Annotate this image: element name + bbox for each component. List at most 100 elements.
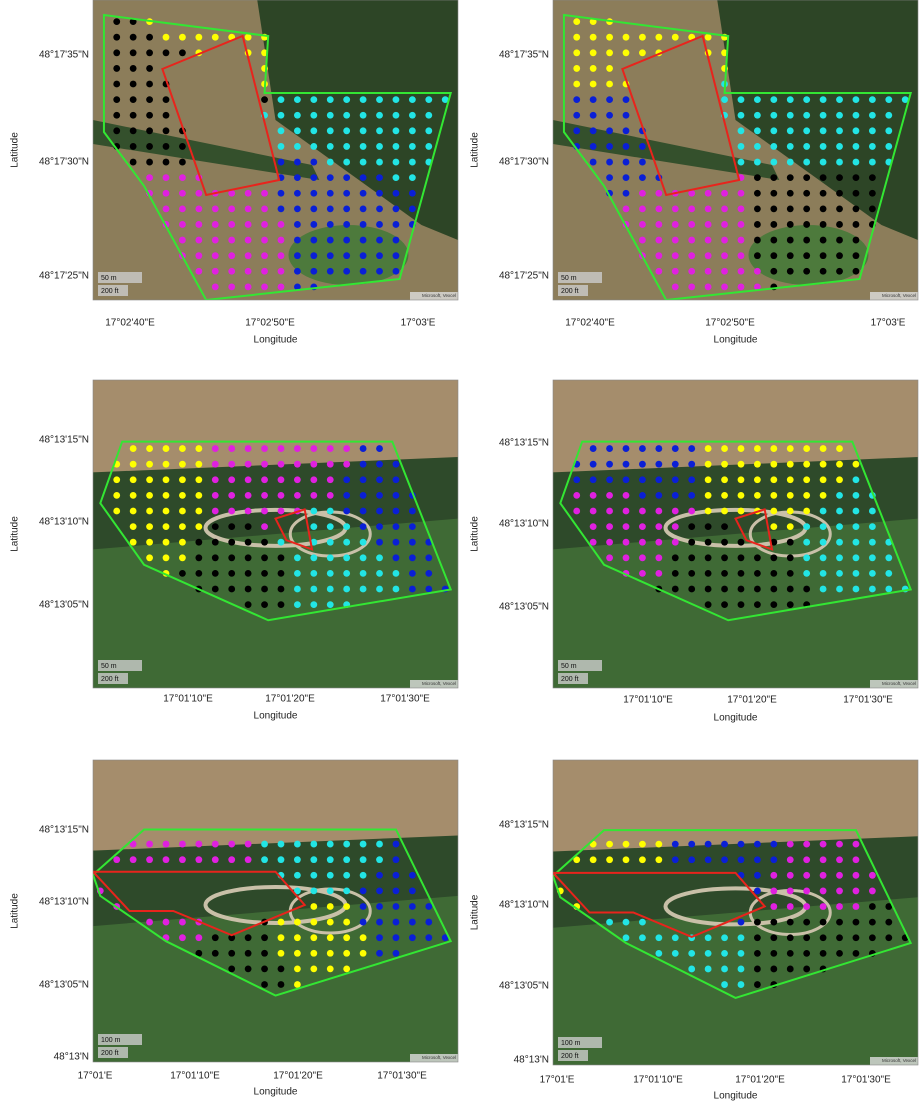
sample-point xyxy=(869,919,876,926)
sample-point xyxy=(721,445,728,452)
sample-point xyxy=(672,841,679,848)
sample-point xyxy=(409,554,416,561)
sample-point xyxy=(672,570,679,577)
sample-point xyxy=(655,461,662,468)
sample-point xyxy=(590,159,597,166)
sample-point xyxy=(590,81,597,88)
sample-point xyxy=(639,174,646,181)
x-tick-label: 17°01'10"E xyxy=(170,1071,220,1082)
sample-point xyxy=(738,221,745,228)
sample-point xyxy=(738,950,745,957)
sample-point xyxy=(146,127,153,134)
sample-point xyxy=(754,237,761,244)
sample-point xyxy=(245,856,252,863)
sample-point xyxy=(179,476,186,483)
sample-point xyxy=(393,856,400,863)
sample-point xyxy=(245,601,252,608)
sample-point xyxy=(360,539,367,546)
sample-point xyxy=(343,461,350,468)
sample-point xyxy=(360,127,367,134)
sample-point xyxy=(705,523,712,530)
sample-point xyxy=(754,112,761,119)
sample-point xyxy=(836,127,843,134)
sample-point xyxy=(228,461,235,468)
sample-point xyxy=(655,34,662,41)
sample-point xyxy=(393,237,400,244)
sample-point xyxy=(228,237,235,244)
scale-text: 200 ft xyxy=(561,676,579,683)
sample-point xyxy=(573,81,580,88)
sample-point xyxy=(754,919,761,926)
sample-point xyxy=(770,252,777,259)
sample-point xyxy=(245,950,252,957)
sample-point xyxy=(770,966,777,973)
sample-point xyxy=(261,492,268,499)
sample-point xyxy=(294,461,301,468)
sample-point xyxy=(770,919,777,926)
sample-point xyxy=(343,508,350,515)
sample-point xyxy=(754,476,761,483)
sample-point xyxy=(754,872,761,879)
sample-point xyxy=(885,143,892,150)
x-tick-label: 17°01'30"E xyxy=(841,1075,891,1086)
sample-point xyxy=(212,445,219,452)
sample-point xyxy=(425,96,432,103)
sample-point xyxy=(787,96,794,103)
sample-point xyxy=(836,268,843,275)
sample-point xyxy=(310,934,317,941)
sample-point xyxy=(310,872,317,879)
x-tick-label: 17°02'50"E xyxy=(705,318,755,329)
sample-point xyxy=(672,445,679,452)
sample-point xyxy=(245,283,252,290)
sample-point xyxy=(705,461,712,468)
attribution: Microsoft, Vexcel xyxy=(882,681,916,686)
sample-point xyxy=(195,539,202,546)
sample-point xyxy=(655,237,662,244)
sample-point xyxy=(705,445,712,452)
sample-point xyxy=(376,476,383,483)
sample-point xyxy=(310,237,317,244)
sample-point xyxy=(278,237,285,244)
sample-point xyxy=(738,461,745,468)
sample-point xyxy=(393,570,400,577)
sample-point xyxy=(327,461,334,468)
x-tick-label: 17°01'20"E xyxy=(727,695,777,706)
sample-point xyxy=(360,856,367,863)
y-tick-label: 48°17'25"N xyxy=(39,271,89,282)
sample-point xyxy=(360,523,367,530)
sample-point xyxy=(770,950,777,957)
sample-point xyxy=(853,950,860,957)
y-tick-label: 48°17'30"N xyxy=(499,157,549,168)
sample-point xyxy=(705,966,712,973)
sample-point xyxy=(228,205,235,212)
sample-point xyxy=(770,159,777,166)
sample-point xyxy=(146,112,153,119)
sample-point xyxy=(820,586,827,593)
sample-point xyxy=(376,856,383,863)
sample-point xyxy=(245,221,252,228)
sample-point xyxy=(639,221,646,228)
sample-point xyxy=(820,476,827,483)
sample-point xyxy=(310,96,317,103)
sample-point xyxy=(688,523,695,530)
sample-point xyxy=(294,205,301,212)
sample-point xyxy=(754,586,761,593)
sample-point xyxy=(754,205,761,212)
sample-point xyxy=(590,523,597,530)
sample-point xyxy=(590,96,597,103)
sample-point xyxy=(853,190,860,197)
sample-point xyxy=(278,252,285,259)
sample-point xyxy=(360,205,367,212)
sample-point xyxy=(606,96,613,103)
sample-point xyxy=(869,143,876,150)
sample-point xyxy=(163,112,170,119)
sample-point xyxy=(820,237,827,244)
sample-point xyxy=(836,221,843,228)
sample-point xyxy=(343,950,350,957)
sample-point xyxy=(672,34,679,41)
sample-point xyxy=(803,221,810,228)
sample-point xyxy=(261,981,268,988)
sample-point xyxy=(770,554,777,561)
sample-point xyxy=(245,34,252,41)
x-tick-label: 17°01'30"E xyxy=(377,1071,427,1082)
